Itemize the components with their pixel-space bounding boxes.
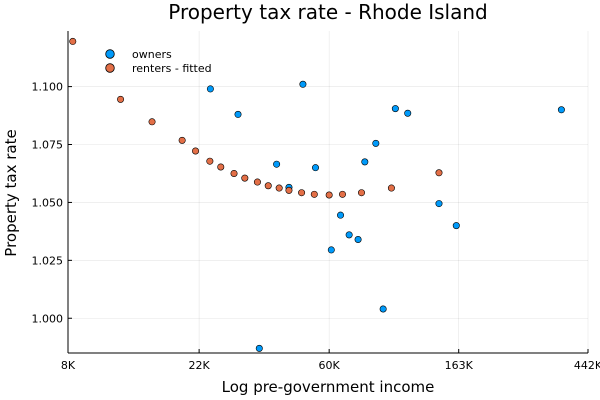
owners-point — [372, 139, 380, 147]
x-tick-label: 8K — [61, 359, 76, 372]
renters-fitted-point — [241, 174, 249, 182]
points-layer — [69, 37, 565, 352]
renters-fitted-point — [178, 136, 186, 144]
owners-point — [312, 164, 320, 172]
owners-point — [273, 160, 281, 168]
legend-label-owners: owners — [132, 48, 172, 61]
renters-fitted-point — [285, 186, 293, 194]
renters-fitted-point — [206, 157, 214, 165]
owners-point — [234, 110, 242, 118]
renters-fitted-point — [275, 184, 283, 192]
y-tick-label: 1.000 — [32, 312, 64, 325]
y-axis-title: Property tax rate — [2, 129, 20, 256]
x-axis-title: Log pre-government income — [222, 378, 435, 396]
axis-layer: 8K 22K 60K 163K 442K 1.000 1.025 1.050 1.075 1.10… — [32, 31, 600, 372]
renters-fitted-point — [298, 189, 306, 197]
renters-fitted-point — [435, 169, 443, 177]
legend-marker-owners — [105, 49, 115, 59]
x-tick-label: 22K — [189, 359, 211, 372]
renters-fitted-point — [310, 190, 318, 198]
renters-fitted-point — [117, 95, 125, 103]
owners-point — [345, 231, 353, 239]
y-tick-label: 1.025 — [32, 254, 64, 267]
chart-title: Property tax rate - Rhode Island — [168, 0, 488, 24]
legend-marker-renters-fitted — [105, 63, 115, 73]
owners-point — [255, 344, 263, 352]
grid-layer — [67, 31, 589, 353]
y-tick-label: 1.100 — [32, 81, 64, 94]
owners-point — [391, 105, 399, 113]
owners-point — [452, 222, 460, 230]
renters-fitted-point — [253, 178, 261, 186]
y-tick-label: 1.050 — [32, 196, 64, 209]
owners-point — [361, 158, 369, 166]
owners-point — [557, 106, 565, 114]
owners-point — [379, 305, 387, 313]
renters-fitted-point — [69, 37, 77, 45]
x-tick-label: 442K — [574, 359, 600, 372]
legend: owners renters - fitted — [105, 48, 212, 75]
renters-fitted-point — [230, 169, 238, 177]
renters-fitted-point — [387, 184, 395, 192]
renters-fitted-point — [357, 189, 365, 197]
owners-point — [404, 109, 412, 117]
renters-fitted-point — [192, 147, 200, 155]
x-tick-label: 163K — [445, 359, 474, 372]
x-tick-label: 60K — [319, 359, 341, 372]
owners-point — [327, 246, 335, 254]
owners-point — [299, 80, 307, 88]
owners-point — [206, 85, 214, 93]
owners-point — [354, 235, 362, 243]
y-tick-label: 1.075 — [32, 139, 64, 152]
legend-label-renters-fitted: renters - fitted — [132, 62, 212, 75]
renters-fitted-point — [338, 190, 346, 198]
renters-fitted-point — [217, 163, 225, 171]
owners-point — [435, 200, 443, 208]
renters-fitted-point — [264, 182, 272, 190]
owners-point — [337, 211, 345, 219]
renters-fitted-point — [325, 191, 333, 199]
renters-fitted-point — [148, 118, 156, 126]
